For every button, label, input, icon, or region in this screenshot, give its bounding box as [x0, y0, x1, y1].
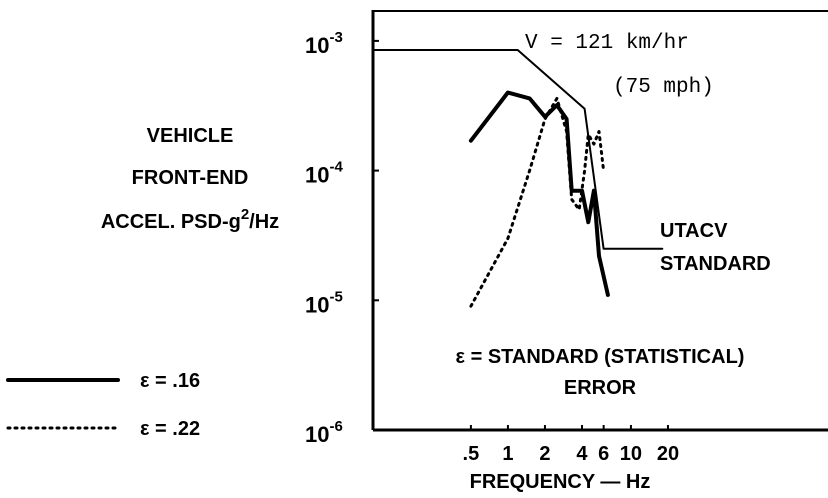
y-tick-label: 10: [305, 33, 329, 58]
y-tick-label: 10: [305, 292, 329, 317]
annotation: V = 121 km/hr: [525, 32, 689, 55]
series-line: [468, 90, 610, 297]
annotation: ERROR: [564, 377, 637, 399]
annotation: (75 mph): [613, 76, 714, 99]
x-tick-label: 2: [539, 443, 550, 465]
y-label: 2: [241, 206, 249, 223]
x-tick-label: 20: [657, 443, 679, 465]
x-label: FREQUENCY — Hz: [470, 471, 651, 493]
y-tick-label: 10-3: [305, 29, 343, 58]
series-line: [469, 96, 606, 308]
y-label: ACCEL. PSD-g2/Hz: [101, 206, 279, 233]
x-tick-label: 4: [576, 443, 588, 465]
y-tick-label: -6: [329, 418, 342, 435]
annotation: STANDARD: [660, 253, 771, 275]
y-label: VEHICLE: [147, 125, 234, 147]
y-tick-label: 10-5: [305, 288, 343, 317]
y-tick-label: -4: [329, 159, 343, 176]
x-tick-label: 1: [502, 443, 513, 465]
y-label: ACCEL. PSD-g: [101, 211, 241, 233]
x-tick-label: .5: [463, 443, 480, 465]
legend-label: ε = .16: [140, 370, 200, 392]
y-tick-label: 10: [305, 163, 329, 188]
x-tick-label: 6: [598, 443, 609, 465]
y-label: FRONT-END: [132, 167, 249, 189]
legend-label: ε = .22: [140, 418, 200, 440]
series-line: [372, 49, 664, 250]
x-tick-label: 10: [620, 443, 642, 465]
annotation: ε = STANDARD (STATISTICAL): [456, 346, 745, 368]
y-tick-label: 10-6: [305, 418, 343, 447]
y-tick-label: -5: [329, 288, 342, 305]
y-label: /Hz: [249, 211, 279, 233]
y-tick-label: 10: [305, 422, 329, 447]
y-tick-label: -3: [329, 29, 342, 46]
annotation: UTACV: [660, 220, 728, 242]
y-tick-label: 10-4: [305, 159, 343, 188]
